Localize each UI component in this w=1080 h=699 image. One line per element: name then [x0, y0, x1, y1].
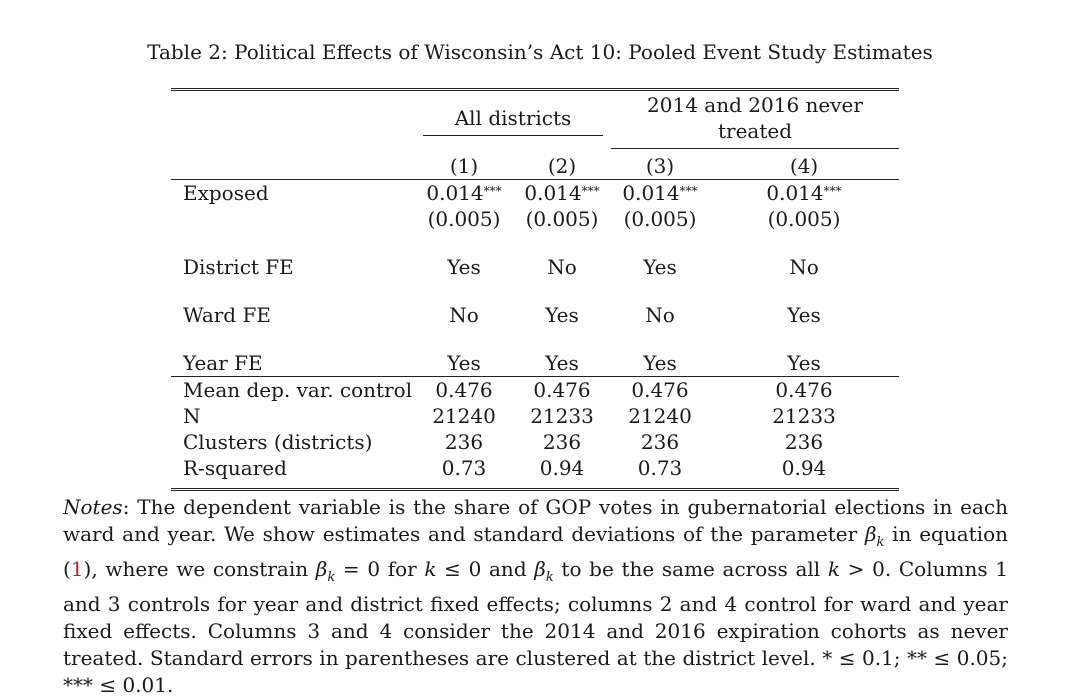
row-label-r-squared: R-squared: [183, 456, 287, 480]
coef-cell: 0.014: [766, 181, 824, 205]
notes-text: ), where we constrain: [83, 557, 316, 581]
notes-text: in equation (: [63, 522, 1008, 581]
table-top-rule: [171, 88, 899, 91]
table-cell: 236: [640, 430, 680, 454]
subscript-k: k: [876, 535, 885, 550]
col-header-4: (4): [789, 154, 819, 178]
col-header-3: (3): [645, 154, 675, 178]
table-cell: No: [645, 303, 675, 327]
coef-cell: 0.014: [622, 181, 680, 205]
beta-symbol: β: [315, 557, 328, 581]
row-label-year-fe: Year FE: [183, 351, 263, 375]
col-header-1: (1): [449, 154, 479, 178]
subscript-k: k: [545, 570, 554, 585]
table-cell: Yes: [787, 303, 821, 327]
table-cell: 21233: [530, 404, 594, 428]
significance-stars: ***: [483, 184, 502, 198]
table-cell: 236: [784, 430, 824, 454]
table-cell: 236: [542, 430, 582, 454]
table-row-clusters: Clusters (districts) 236 236 236 236: [171, 429, 899, 455]
significance-stars: ***: [823, 184, 842, 198]
se-cell: (0.005): [525, 207, 599, 231]
variable-k: k: [424, 557, 437, 581]
row-label-mean-dep-var: Mean dep. var. control: [171, 376, 415, 403]
table-cell: Yes: [643, 255, 677, 279]
table-cell: 0.94: [539, 456, 585, 480]
notes-text: : The dependent variable is the share of…: [63, 495, 1008, 546]
notes-text: > 0. Columns 1 and 3 controls for year a…: [63, 557, 1008, 697]
table-row-year-fe: Year FE Yes Yes Yes Yes: [171, 350, 899, 377]
table-row-mean-dep-var: Mean dep. var. control 0.476 0.476 0.476…: [171, 376, 899, 403]
table-cell: 21240: [628, 404, 692, 428]
table-caption: Table 2: Political Effects of Wisconsin’…: [147, 40, 933, 64]
table-cell: 0.73: [637, 456, 683, 480]
group-header-row: All districts 2014 and 2016 never treate…: [171, 92, 899, 153]
se-cell: (0.005): [427, 207, 501, 231]
table-bottom-rule: [171, 488, 899, 491]
table-cell: Yes: [447, 351, 481, 375]
table-cell: 236: [444, 430, 484, 454]
table-cell: 0.94: [781, 456, 827, 480]
row-label-exposed: Exposed: [171, 179, 415, 206]
row-label-district-fe: District FE: [183, 255, 294, 279]
significance-stars: ***: [679, 184, 698, 198]
group-label-never-treated: 2014 and 2016 never treated: [611, 92, 899, 149]
se-cell: (0.005): [767, 207, 841, 231]
table-row-n: N 21240 21233 21240 21233: [171, 403, 899, 429]
table-cell: Yes: [787, 351, 821, 375]
coef-cell: 0.014: [426, 181, 484, 205]
table-cell: No: [449, 303, 479, 327]
table-cell: No: [547, 255, 577, 279]
table-cell: 0.73: [441, 456, 487, 480]
table-cell: 0.476: [611, 376, 709, 403]
table-cell: Yes: [545, 351, 579, 375]
regression-table: All districts 2014 and 2016 never treate…: [171, 86, 899, 481]
group-label-all-districts: All districts: [422, 105, 604, 136]
table-cell: 0.476: [513, 376, 611, 403]
table-row-ward-fe: Ward FE No Yes No Yes: [171, 302, 899, 328]
table-cell: Yes: [447, 255, 481, 279]
coef-cell: 0.014: [524, 181, 582, 205]
col-header-2: (2): [547, 154, 577, 178]
table-cell: 21233: [772, 404, 836, 428]
notes-lead: Notes: [63, 495, 123, 519]
row-label-ward-fe: Ward FE: [183, 303, 271, 327]
table-cell: No: [789, 255, 819, 279]
table-row-r-squared: R-squared 0.73 0.94 0.73 0.94: [171, 455, 899, 481]
row-label-clusters: Clusters (districts): [183, 430, 373, 454]
notes-text: ≤ 0 and: [436, 557, 535, 581]
table-cell: 0.476: [709, 376, 899, 403]
table-cell: Yes: [643, 351, 677, 375]
table-cell: 0.476: [415, 376, 513, 403]
row-label-n: N: [183, 404, 201, 428]
subscript-k: k: [327, 570, 336, 585]
notes-text: to be the same across all: [553, 557, 828, 581]
table-cell: Yes: [545, 303, 579, 327]
beta-symbol: β: [534, 557, 546, 581]
equation-reference-link[interactable]: 1: [70, 557, 84, 581]
variable-k: k: [827, 557, 840, 581]
beta-symbol: β: [864, 522, 877, 546]
notes-text: = 0 for: [335, 557, 425, 581]
table-notes: Notes: The dependent variable is the sha…: [63, 494, 1008, 699]
table-row-district-fe: District FE Yes No Yes No: [171, 254, 899, 280]
column-number-row: (1) (2) (3) (4): [171, 153, 899, 180]
se-cell: (0.005): [623, 207, 697, 231]
significance-stars: ***: [581, 184, 600, 198]
table-row-exposed: Exposed 0.014*** 0.014*** 0.014*** 0.014…: [171, 179, 899, 206]
table-row-standard-errors: (0.005) (0.005) (0.005) (0.005): [171, 206, 899, 232]
table-cell: 21240: [432, 404, 496, 428]
